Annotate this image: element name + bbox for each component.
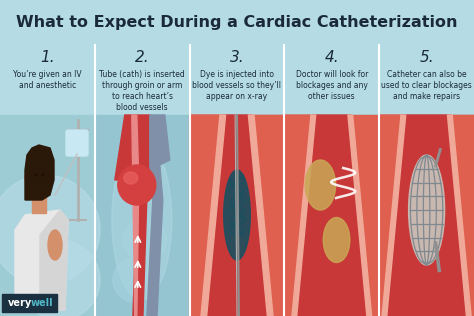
- Text: Catheter can also be
used to clear blockages
and make repairs: Catheter can also be used to clear block…: [381, 70, 472, 101]
- Circle shape: [20, 240, 100, 316]
- Ellipse shape: [112, 140, 172, 300]
- Ellipse shape: [323, 217, 350, 263]
- Polygon shape: [450, 115, 474, 316]
- Text: 5.: 5.: [419, 50, 434, 64]
- Text: 2.: 2.: [135, 50, 149, 64]
- Circle shape: [113, 258, 157, 302]
- Bar: [0, 115, 95, 316]
- Text: well: well: [31, 298, 54, 308]
- Polygon shape: [382, 115, 406, 316]
- Bar: [0, 0, 474, 45]
- Circle shape: [123, 218, 167, 262]
- Polygon shape: [15, 210, 68, 310]
- Text: 4.: 4.: [325, 50, 339, 64]
- Ellipse shape: [48, 230, 62, 260]
- Polygon shape: [251, 115, 284, 316]
- Polygon shape: [190, 115, 223, 316]
- Text: You’re given an IV
and anesthetic: You’re given an IV and anesthetic: [13, 70, 82, 90]
- Bar: [190, 115, 284, 316]
- Bar: [284, 115, 379, 316]
- Bar: [32, 195, 46, 213]
- Polygon shape: [132, 115, 139, 316]
- Polygon shape: [248, 115, 273, 316]
- Text: 3.: 3.: [230, 50, 244, 64]
- Bar: [0, 45, 474, 115]
- Text: Tube (cath) is inserted
through groin or arm
to reach heart’s
blood vessels: Tube (cath) is inserted through groin or…: [100, 70, 185, 112]
- Bar: [2, 294, 57, 312]
- Text: Dye is injected into
blood vessels so they’ll
appear on x-ray: Dye is injected into blood vessels so th…: [192, 70, 282, 101]
- Polygon shape: [40, 210, 68, 310]
- Polygon shape: [284, 115, 313, 316]
- Polygon shape: [294, 115, 370, 316]
- Polygon shape: [447, 115, 471, 316]
- Polygon shape: [115, 115, 155, 316]
- Text: very: very: [8, 298, 32, 308]
- Polygon shape: [204, 115, 270, 316]
- Polygon shape: [379, 115, 403, 316]
- Ellipse shape: [224, 170, 250, 260]
- Ellipse shape: [409, 155, 445, 265]
- Ellipse shape: [124, 172, 138, 184]
- Circle shape: [0, 175, 100, 285]
- Text: Doctor will look for
blockages and any
other issues: Doctor will look for blockages and any o…: [296, 70, 368, 101]
- Ellipse shape: [25, 163, 53, 193]
- Polygon shape: [147, 115, 170, 316]
- Ellipse shape: [118, 165, 156, 205]
- FancyBboxPatch shape: [66, 130, 88, 156]
- Ellipse shape: [305, 160, 336, 210]
- Text: 1.: 1.: [40, 50, 55, 64]
- Bar: [95, 115, 190, 316]
- Text: What to Expect During a Cardiac Catheterization: What to Expect During a Cardiac Catheter…: [16, 15, 458, 29]
- Polygon shape: [25, 145, 54, 200]
- Polygon shape: [351, 115, 379, 316]
- Polygon shape: [201, 115, 226, 316]
- Polygon shape: [292, 115, 316, 316]
- Polygon shape: [384, 115, 469, 316]
- Bar: [379, 115, 474, 316]
- Polygon shape: [348, 115, 372, 316]
